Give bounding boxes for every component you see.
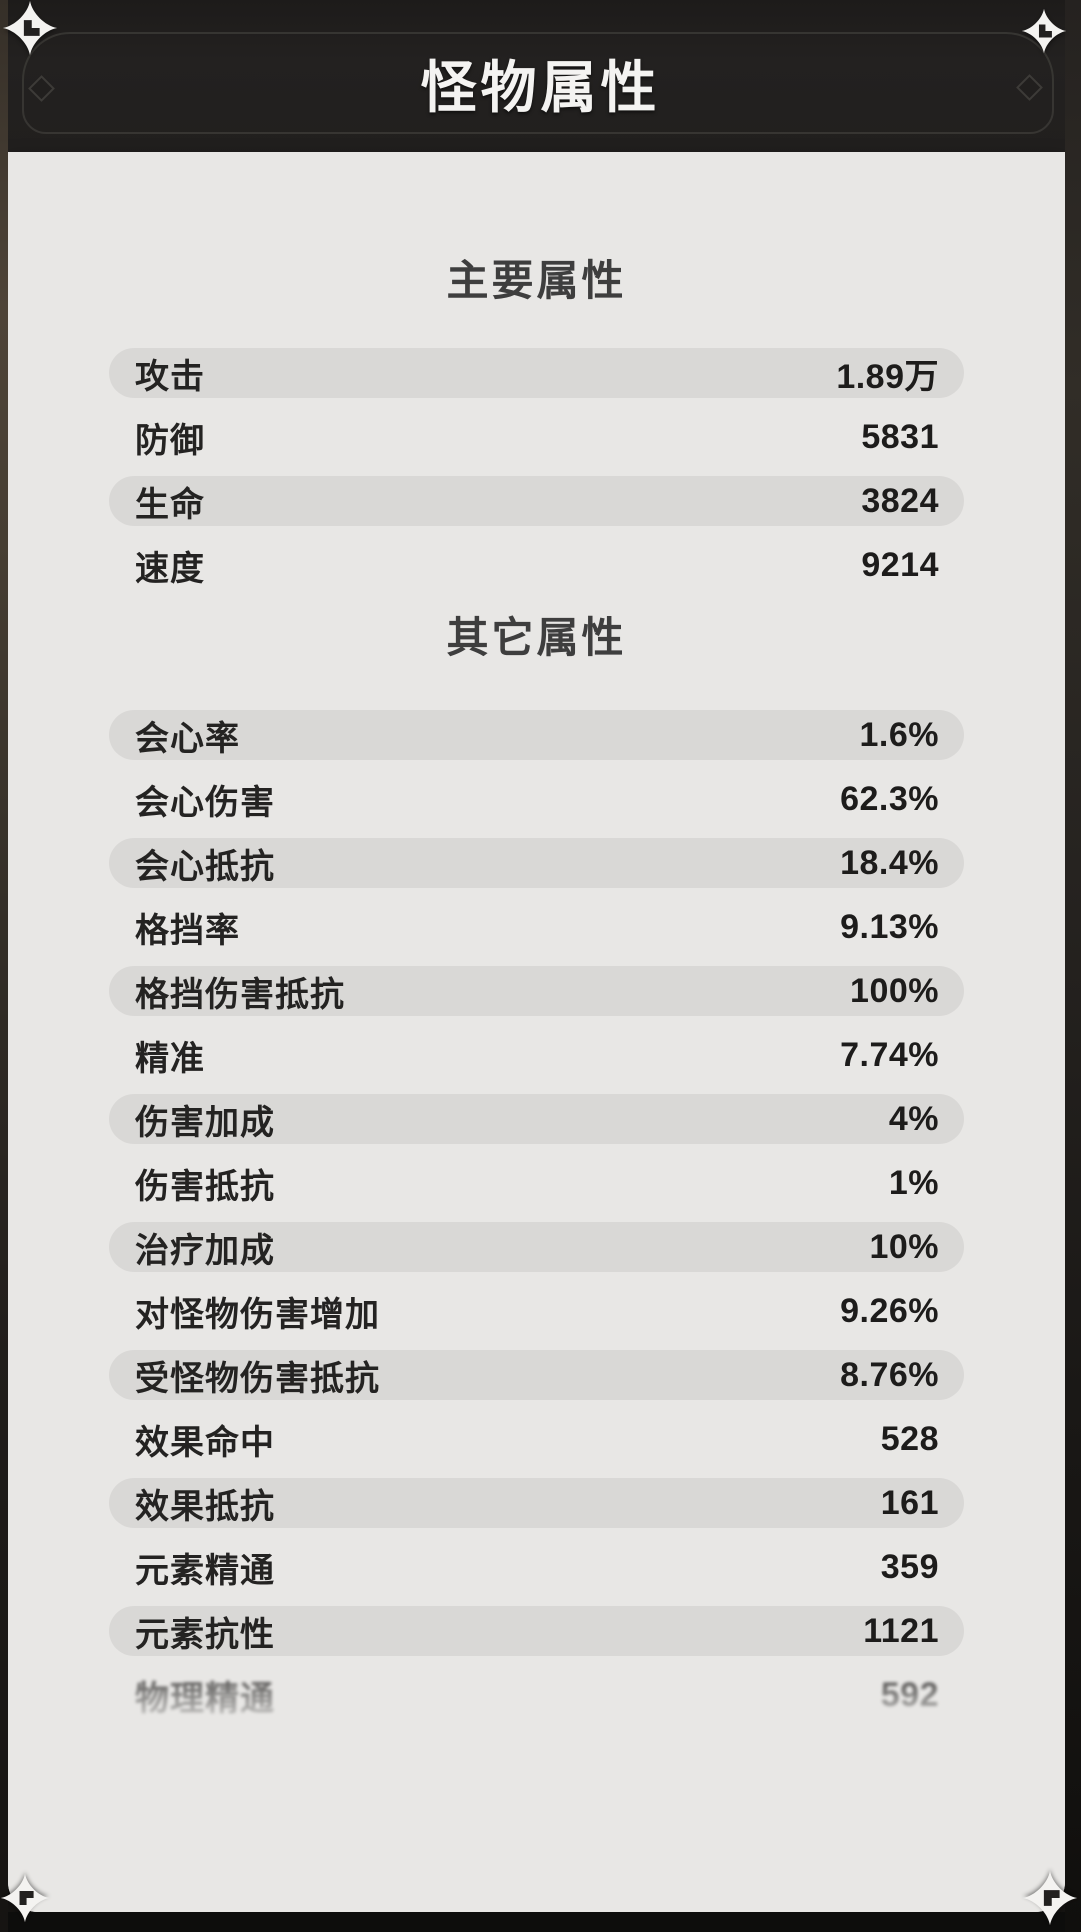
background-scene-right (1065, 0, 1081, 1932)
stat-value: 592 (880, 1675, 939, 1714)
stat-row: 治疗加成 10% (109, 1222, 964, 1272)
stat-label: 格挡率 (135, 911, 240, 950)
stat-value: 5831 (861, 417, 939, 456)
stat-label: 元素精通 (135, 1551, 275, 1590)
stat-row: 元素精通 359 (109, 1542, 964, 1592)
stat-value: 161 (880, 1483, 939, 1522)
stat-label: 物理精通 (135, 1679, 275, 1718)
stat-row: 会心率 1.6% (109, 710, 964, 760)
stat-row: 速度 9214 (109, 540, 964, 590)
stat-value: 4% (888, 1099, 939, 1138)
stat-value: 100% (850, 971, 939, 1010)
stat-value: 9.13% (840, 907, 939, 946)
section-title: 其它属性 (446, 614, 627, 661)
stat-label: 伤害加成 (135, 1103, 275, 1142)
stat-label: 伤害抵抗 (135, 1167, 275, 1206)
stat-row: 会心伤害 62.3% (109, 774, 964, 824)
stat-row: 精准 7.74% (109, 1030, 964, 1080)
stat-value: 1% (888, 1163, 939, 1202)
stat-value: 359 (880, 1547, 939, 1586)
stat-label: 速度 (135, 549, 205, 588)
stats-section: 主要属性 攻击 1.89万 防御 5831 生命 3824 速度 9214 (8, 256, 1065, 590)
bottom-letterbox (0, 1912, 1081, 1932)
stat-value: 10% (869, 1227, 939, 1266)
stat-label: 受怪物伤害抵抗 (135, 1359, 380, 1398)
corner-spark-icon (1021, 8, 1067, 54)
stat-value: 7.74% (840, 1035, 939, 1074)
stats-section: 其它属性 会心率 1.6% 会心伤害 62.3% 会心抵抗 18.4% 格挡率 … (8, 613, 1065, 1720)
stat-value: 1.6% (859, 715, 939, 754)
stat-value: 9214 (861, 545, 939, 584)
stat-row: 攻击 1.89万 (109, 348, 964, 398)
stat-label: 生命 (135, 485, 205, 524)
stat-row: 效果抵抗 161 (109, 1478, 964, 1528)
stat-row: 物理精通 592 (109, 1670, 964, 1720)
stat-row: 防御 5831 (109, 412, 964, 462)
stat-label: 格挡伤害抵抗 (135, 975, 345, 1014)
stat-row: 格挡率 9.13% (109, 902, 964, 952)
attributes-panel[interactable]: 主要属性 攻击 1.89万 防御 5831 生命 3824 速度 9214 其它… (8, 152, 1065, 1912)
stat-row: 元素抗性 1121 (109, 1606, 964, 1656)
stat-label: 防御 (135, 421, 205, 460)
stat-value: 9.26% (840, 1291, 939, 1330)
section-rows: 攻击 1.89万 防御 5831 生命 3824 速度 9214 (8, 348, 1065, 590)
header-ornament-frame (22, 32, 1054, 134)
stat-label: 会心伤害 (135, 783, 275, 822)
stat-value: 8.76% (840, 1355, 939, 1394)
stat-label: 会心率 (135, 719, 240, 758)
stat-row: 对怪物伤害增加 9.26% (109, 1286, 964, 1336)
corner-spark-icon (1022, 1870, 1078, 1926)
stat-row: 生命 3824 (109, 476, 964, 526)
corner-spark-icon (2, 0, 58, 56)
stat-value: 1121 (863, 1611, 939, 1650)
stat-value: 3824 (861, 481, 939, 520)
stat-row: 会心抵抗 18.4% (109, 838, 964, 888)
attributes-list: 主要属性 攻击 1.89万 防御 5831 生命 3824 速度 9214 其它… (8, 152, 1065, 1734)
stat-row: 格挡伤害抵抗 100% (109, 966, 964, 1016)
stat-label: 攻击 (135, 357, 205, 396)
stat-value: 528 (880, 1419, 939, 1458)
stat-row: 效果命中 528 (109, 1414, 964, 1464)
stat-value: 18.4% (840, 843, 939, 882)
dialog-header: 怪物属性 (0, 0, 1081, 152)
page-title: 怪物属性 (420, 55, 661, 119)
stat-label: 治疗加成 (135, 1231, 275, 1270)
stat-label: 对怪物伤害增加 (135, 1295, 380, 1334)
stat-value: 62.3% (840, 779, 939, 818)
stat-label: 效果抵抗 (135, 1487, 275, 1526)
background-scene-left (0, 0, 8, 1932)
stat-row: 伤害抵抗 1% (109, 1158, 964, 1208)
stat-label: 效果命中 (135, 1423, 275, 1462)
section-title: 主要属性 (446, 257, 627, 304)
stat-row: 伤害加成 4% (109, 1094, 964, 1144)
stat-label: 会心抵抗 (135, 847, 275, 886)
stat-row: 受怪物伤害抵抗 8.76% (109, 1350, 964, 1400)
section-rows: 会心率 1.6% 会心伤害 62.3% 会心抵抗 18.4% 格挡率 9.13%… (8, 710, 1065, 1720)
stat-label: 精准 (135, 1039, 205, 1078)
corner-spark-icon (0, 1873, 50, 1923)
stat-value: 1.89万 (836, 357, 939, 396)
stat-label: 元素抗性 (135, 1615, 275, 1654)
